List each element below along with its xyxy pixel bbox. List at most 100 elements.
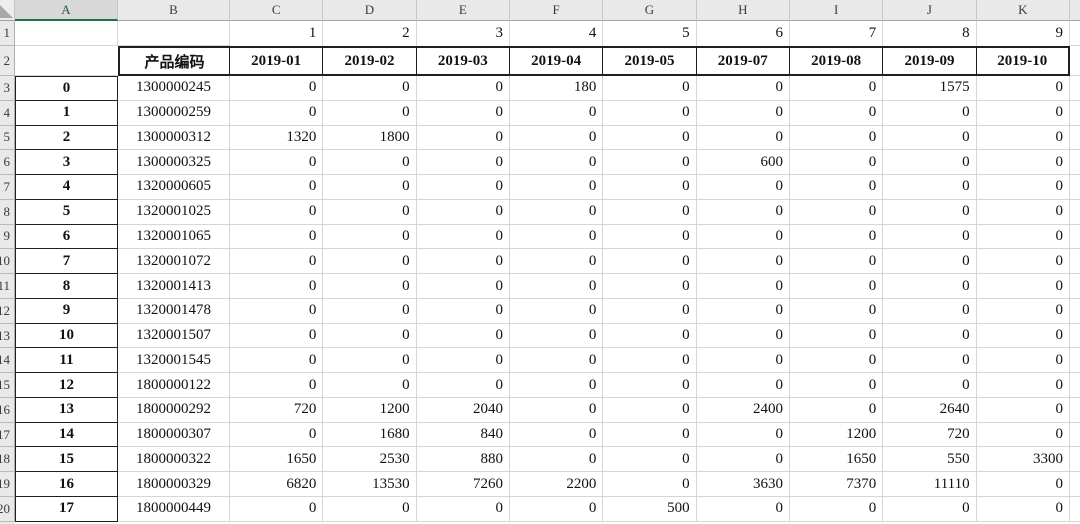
- value-cell[interactable]: 0: [509, 125, 604, 151]
- value-cell[interactable]: 0: [509, 175, 604, 200]
- value-cell[interactable]: 0: [323, 175, 417, 200]
- value-cell[interactable]: 1680: [323, 422, 417, 448]
- value-cell[interactable]: 0: [323, 323, 417, 349]
- value-cell[interactable]: 0: [789, 497, 884, 522]
- value-cell[interactable]: 840: [416, 422, 510, 448]
- product-code-cell[interactable]: 1300000325: [118, 150, 230, 176]
- row-number[interactable]: 12: [0, 298, 15, 324]
- row-number[interactable]: 11: [0, 274, 15, 299]
- value-cell[interactable]: 0: [230, 224, 324, 250]
- value-cell[interactable]: 0: [976, 76, 1070, 101]
- value-cell[interactable]: 0: [883, 249, 977, 275]
- ordinal-cell[interactable]: 3: [416, 21, 510, 46]
- value-cell[interactable]: 0: [789, 397, 884, 423]
- value-cell[interactable]: 0: [603, 76, 697, 101]
- empty-cell[interactable]: [1069, 348, 1080, 374]
- value-cell[interactable]: 0: [416, 274, 510, 299]
- index-cell[interactable]: 12: [15, 373, 118, 398]
- row-number[interactable]: 9: [0, 224, 15, 250]
- value-cell[interactable]: 0: [230, 422, 324, 448]
- value-cell[interactable]: 0: [230, 373, 324, 398]
- product-code-cell[interactable]: 1800000292: [118, 397, 230, 423]
- row-number[interactable]: 16: [0, 397, 15, 423]
- value-cell[interactable]: 0: [603, 175, 697, 200]
- value-cell[interactable]: 0: [976, 224, 1070, 250]
- value-cell[interactable]: 1800: [323, 125, 417, 151]
- row-number[interactable]: 14: [0, 348, 15, 374]
- value-cell[interactable]: 0: [789, 348, 884, 374]
- empty-cell[interactable]: [1069, 323, 1080, 349]
- value-cell[interactable]: 0: [323, 150, 417, 176]
- value-cell[interactable]: 0: [883, 199, 977, 225]
- value-cell[interactable]: 0: [883, 175, 977, 200]
- empty-cell[interactable]: [1069, 21, 1080, 46]
- row-number[interactable]: 10: [0, 249, 15, 275]
- product-code-cell[interactable]: 1800000329: [118, 472, 230, 498]
- row-number[interactable]: 5: [0, 125, 15, 151]
- row-number[interactable]: 15: [0, 373, 15, 398]
- index-cell[interactable]: 0: [15, 76, 118, 101]
- empty-cell[interactable]: [1069, 422, 1080, 448]
- value-cell[interactable]: 1575: [883, 76, 977, 101]
- value-cell[interactable]: 0: [696, 199, 790, 225]
- value-cell[interactable]: 0: [509, 249, 604, 275]
- value-cell[interactable]: 180: [509, 76, 604, 101]
- value-cell[interactable]: 0: [976, 199, 1070, 225]
- value-cell[interactable]: 0: [603, 323, 697, 349]
- ordinal-cell[interactable]: 9: [976, 21, 1070, 46]
- row-number[interactable]: 1: [0, 21, 15, 46]
- value-cell[interactable]: 0: [789, 125, 884, 151]
- empty-cell[interactable]: [1069, 373, 1080, 398]
- value-cell[interactable]: 0: [883, 150, 977, 176]
- product-code-cell[interactable]: 1300000245: [118, 76, 230, 101]
- value-cell[interactable]: 0: [416, 249, 510, 275]
- value-cell[interactable]: 0: [883, 125, 977, 151]
- value-cell[interactable]: 2530: [323, 447, 417, 473]
- value-cell[interactable]: 0: [323, 76, 417, 101]
- product-code-cell[interactable]: 1320001545: [118, 348, 230, 374]
- month-header-cell[interactable]: 2019-04: [509, 46, 604, 76]
- empty-cell[interactable]: [1069, 125, 1080, 151]
- value-cell[interactable]: 1200: [789, 422, 884, 448]
- product-code-cell[interactable]: 1320001507: [118, 323, 230, 349]
- index-cell[interactable]: 4: [15, 175, 118, 200]
- value-cell[interactable]: 2400: [696, 397, 790, 423]
- value-cell[interactable]: 0: [509, 348, 604, 374]
- value-cell[interactable]: 0: [416, 100, 510, 126]
- column-header-K[interactable]: K: [976, 0, 1070, 21]
- empty-cell[interactable]: [1069, 175, 1080, 200]
- value-cell[interactable]: 0: [789, 224, 884, 250]
- value-cell[interactable]: 0: [603, 348, 697, 374]
- value-cell[interactable]: 0: [509, 397, 604, 423]
- value-cell[interactable]: 0: [883, 373, 977, 398]
- empty-cell[interactable]: [1069, 150, 1080, 176]
- value-cell[interactable]: 880: [416, 447, 510, 473]
- column-header-C[interactable]: C: [230, 0, 324, 21]
- value-cell[interactable]: 0: [323, 373, 417, 398]
- value-cell[interactable]: 0: [230, 497, 324, 522]
- value-cell[interactable]: 0: [509, 323, 604, 349]
- value-cell[interactable]: 0: [789, 150, 884, 176]
- value-cell[interactable]: 0: [696, 323, 790, 349]
- value-cell[interactable]: 550: [883, 447, 977, 473]
- value-cell[interactable]: 1320: [230, 125, 324, 151]
- row-number[interactable]: 18: [0, 447, 15, 473]
- value-cell[interactable]: 0: [789, 323, 884, 349]
- product-code-cell[interactable]: 1800000122: [118, 373, 230, 398]
- value-cell[interactable]: 0: [416, 497, 510, 522]
- value-cell[interactable]: 1200: [323, 397, 417, 423]
- value-cell[interactable]: 0: [789, 199, 884, 225]
- row-number[interactable]: 6: [0, 150, 15, 176]
- row-number[interactable]: 2: [0, 46, 15, 76]
- value-cell[interactable]: 13530: [323, 472, 417, 498]
- row-number[interactable]: 3: [0, 76, 15, 101]
- month-header-cell[interactable]: 2019-05: [603, 46, 697, 76]
- column-header-sliver[interactable]: [1069, 0, 1080, 21]
- value-cell[interactable]: 0: [696, 298, 790, 324]
- value-cell[interactable]: 0: [416, 373, 510, 398]
- value-cell[interactable]: 0: [976, 175, 1070, 200]
- value-cell[interactable]: 0: [230, 100, 324, 126]
- value-cell[interactable]: 0: [416, 323, 510, 349]
- value-cell[interactable]: 0: [603, 472, 697, 498]
- empty-cell[interactable]: [1069, 447, 1080, 473]
